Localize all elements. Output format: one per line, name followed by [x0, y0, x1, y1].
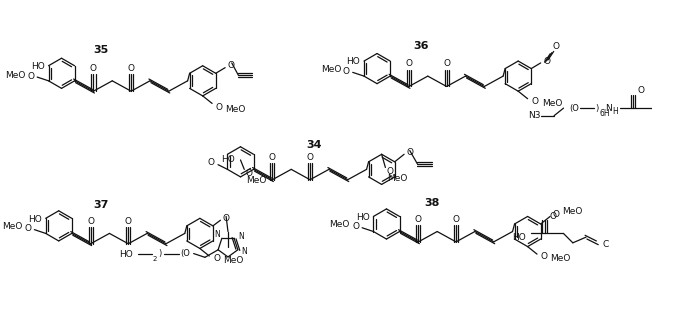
Text: ): ) — [158, 249, 162, 258]
Text: (O: (O — [180, 249, 190, 258]
Text: MeO: MeO — [2, 222, 22, 231]
Text: O: O — [443, 59, 450, 68]
Text: 34: 34 — [306, 140, 322, 150]
Text: H: H — [612, 107, 619, 116]
Text: O: O — [352, 222, 360, 231]
Text: O: O — [27, 72, 34, 81]
Text: N: N — [605, 104, 612, 113]
Text: O: O — [549, 212, 556, 221]
Text: 36: 36 — [414, 41, 429, 51]
Text: O: O — [406, 59, 412, 68]
Text: MeO: MeO — [223, 256, 244, 265]
Text: 35: 35 — [93, 45, 109, 55]
Text: O: O — [228, 61, 235, 70]
Text: HO: HO — [221, 156, 235, 164]
Text: N: N — [238, 232, 244, 241]
Text: (O: (O — [569, 104, 579, 113]
Text: MeO: MeO — [562, 207, 583, 216]
Text: 2: 2 — [153, 256, 157, 262]
Text: O: O — [407, 148, 414, 157]
Text: MeO: MeO — [329, 220, 350, 229]
Text: O: O — [540, 252, 548, 261]
Text: O: O — [343, 67, 350, 76]
Text: O: O — [307, 153, 314, 162]
Text: O: O — [25, 224, 32, 233]
Text: O: O — [223, 214, 229, 223]
Text: O: O — [552, 42, 559, 52]
Text: 6H: 6H — [599, 109, 610, 118]
Text: O: O — [532, 97, 538, 106]
Text: O: O — [553, 210, 560, 219]
Text: HO: HO — [512, 233, 525, 242]
Text: MeO: MeO — [246, 176, 266, 185]
Text: O: O — [638, 86, 645, 95]
Text: MeO: MeO — [321, 65, 341, 74]
Text: C: C — [603, 240, 609, 249]
Text: O: O — [90, 64, 97, 73]
Text: O: O — [213, 254, 220, 263]
Text: N: N — [242, 247, 247, 256]
Text: N: N — [214, 230, 220, 239]
Text: O: O — [543, 57, 551, 66]
Text: 37: 37 — [93, 200, 109, 210]
Text: O: O — [127, 64, 135, 73]
Text: ): ) — [595, 104, 599, 113]
Text: N3: N3 — [527, 111, 540, 120]
Text: O: O — [453, 215, 460, 224]
Text: HO: HO — [347, 58, 360, 66]
Text: MeO: MeO — [550, 254, 571, 263]
Text: O: O — [87, 217, 94, 226]
Text: HO: HO — [28, 215, 42, 224]
Text: O: O — [415, 215, 422, 224]
Text: O: O — [208, 158, 214, 167]
Text: HO: HO — [31, 62, 45, 71]
Text: O: O — [245, 169, 252, 178]
Text: HO: HO — [120, 250, 134, 259]
Text: O: O — [125, 217, 132, 226]
Text: 38: 38 — [424, 198, 439, 208]
Text: MeO: MeO — [542, 99, 562, 108]
Text: O: O — [386, 167, 393, 176]
Text: HO: HO — [356, 213, 370, 222]
Text: MeO: MeO — [5, 71, 26, 80]
Text: MeO: MeO — [225, 105, 246, 114]
Text: O: O — [216, 103, 223, 112]
Text: O: O — [269, 153, 276, 162]
Text: MeO: MeO — [387, 174, 408, 183]
